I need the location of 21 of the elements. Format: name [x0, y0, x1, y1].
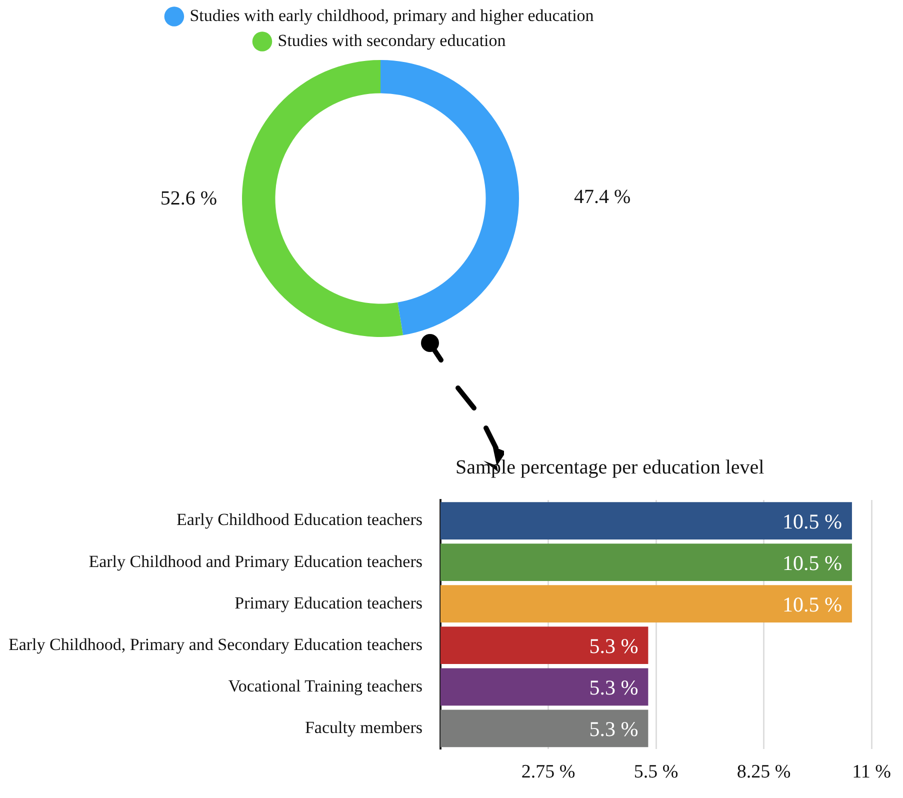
data-label: 10.5 %	[782, 509, 842, 534]
y-tick-label: Early Childhood, Primary and Secondary Education teachers	[8, 634, 422, 654]
data-label: 5.3 %	[589, 716, 638, 741]
data-label: 47.4 %	[574, 186, 631, 208]
legend-label: Studies with secondary education	[278, 30, 506, 50]
y-tick-label: Early Childhood and Primary Education teachers	[88, 552, 422, 571]
data-label: 5.3 %	[589, 675, 638, 700]
y-tick-label: Faculty members	[304, 718, 422, 737]
data-label: 10.5 %	[782, 592, 842, 616]
x-tick-label: 5.5 %	[634, 762, 678, 783]
data-label: 52.6 %	[160, 187, 217, 210]
x-tick-label: 2.75 %	[521, 762, 576, 783]
y-tick-label: Primary Education teachers	[234, 593, 422, 612]
y-tick-label: Vocational Training teachers	[228, 676, 422, 696]
data-label: 5.3 %	[589, 634, 638, 658]
x-tick-label: 8.25 %	[736, 762, 791, 783]
legend-label: Studies with early childhood, primary and higher education	[190, 6, 594, 25]
data-label: 10.5 %	[782, 550, 842, 575]
y-tick-label: Early Childhood Education teachers	[176, 510, 422, 530]
chart-title: Sample percentage per education level	[456, 456, 765, 478]
x-tick-label: 11 %	[852, 762, 892, 783]
